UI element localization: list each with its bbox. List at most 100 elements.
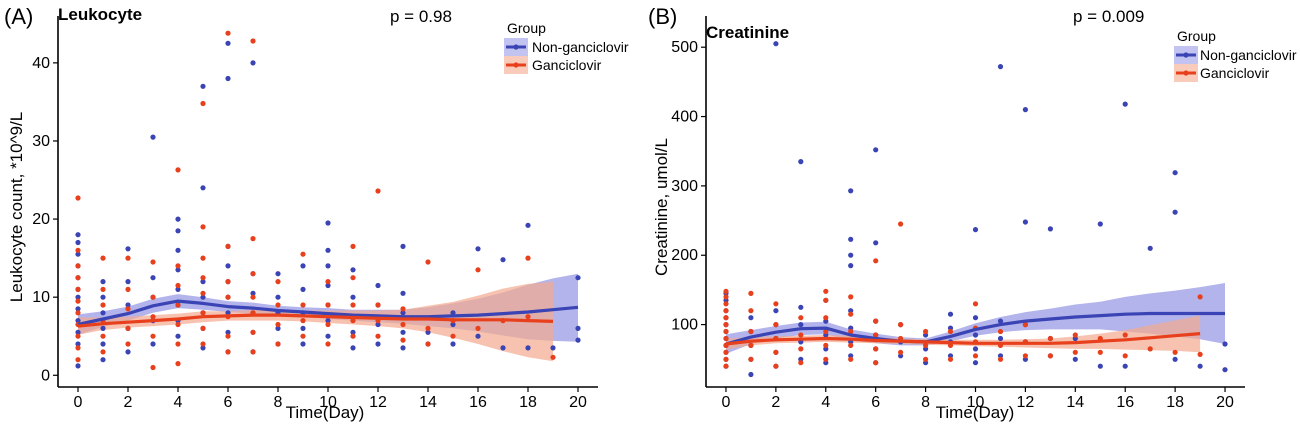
data-point-non [798, 304, 804, 310]
data-point-gan [748, 328, 754, 335]
data-point-gan [75, 275, 81, 281]
data-point-gan [125, 255, 131, 261]
data-point-non [400, 310, 406, 316]
y-tick-label: 100 [671, 317, 698, 334]
data-point-gan [225, 243, 231, 249]
data-point-non [150, 341, 156, 347]
data-point-gan [873, 258, 879, 264]
data-point-gan [275, 279, 281, 285]
data-point-gan [873, 318, 879, 324]
data-point-gan [75, 345, 81, 351]
data-point-gan [723, 356, 729, 362]
data-point-gan [200, 100, 206, 107]
data-point-gan [923, 342, 929, 348]
data-point-non [150, 134, 156, 140]
data-point-gan [150, 364, 156, 371]
data-point-non [748, 315, 754, 321]
data-point-gan [75, 247, 81, 253]
data-point-gan [798, 315, 804, 321]
data-point-gan [1122, 353, 1128, 359]
data-point-gan [75, 195, 81, 201]
data-point-gan [997, 356, 1004, 362]
x-tick-label: 14 [419, 394, 437, 411]
data-point-gan [300, 251, 306, 257]
data-point-non [848, 263, 854, 269]
data-point-gan [75, 263, 81, 269]
data-point-non [972, 360, 979, 366]
data-point-non [100, 325, 106, 331]
y-axis-title-leukocyte: Leukocyte count, *10^9/L [7, 112, 26, 302]
data-point-gan [350, 243, 356, 249]
legend-title: Group [1177, 28, 1216, 44]
data-point-non [798, 322, 804, 328]
data-point-non [773, 308, 779, 314]
data-point-gan [250, 349, 256, 355]
x-tick-label: 12 [369, 394, 387, 411]
data-point-non [225, 310, 231, 316]
x-tick-label: 2 [771, 394, 780, 411]
data-point-non [300, 286, 306, 292]
data-point-non [75, 294, 81, 300]
data-point-gan [723, 294, 729, 300]
data-point-non [400, 345, 406, 351]
data-point-gan [225, 294, 231, 300]
data-point-gan [200, 341, 206, 347]
data-point-gan [325, 302, 331, 308]
legend-key-point-non-ganciclovir [513, 44, 519, 50]
smooth-fit-line-non [725, 311, 1225, 346]
data-point-non [1122, 101, 1128, 107]
data-point-non [125, 302, 131, 308]
panel-title-creatinine: Creatinine [706, 23, 789, 42]
p-value-leukocyte: p = 0.98 [390, 7, 452, 26]
x-tick-label: 8 [274, 394, 283, 411]
data-point-gan [200, 224, 206, 230]
x-tick-label: 16 [469, 394, 487, 411]
data-point-non [200, 294, 206, 300]
x-tick-label: 4 [821, 394, 830, 411]
x-tick-label: 0 [722, 394, 731, 411]
data-point-gan [450, 333, 456, 339]
data-point-gan [275, 341, 281, 347]
data-point-non [848, 188, 854, 194]
data-point-gan [748, 290, 754, 296]
data-point-gan [723, 335, 729, 342]
data-point-gan [250, 236, 256, 242]
data-point-gan [748, 308, 754, 314]
data-point-non [1222, 367, 1228, 373]
data-point-non [325, 220, 331, 226]
data-point-gan [823, 297, 829, 303]
data-point-non [848, 252, 854, 258]
data-point-gan [275, 302, 281, 308]
data-point-gan [400, 321, 406, 328]
data-point-gan [125, 306, 131, 312]
data-point-non [575, 275, 581, 281]
data-point-non [1197, 363, 1203, 369]
data-point-non [350, 329, 356, 335]
data-point-gan [175, 167, 181, 173]
data-point-gan [150, 294, 156, 300]
data-point-non [300, 341, 306, 347]
data-point-gan [898, 322, 904, 328]
y-axis-title-creatinine: Creatinine, umol/L [652, 138, 671, 276]
data-point-gan [250, 329, 256, 335]
data-point-gan [400, 337, 406, 343]
legend-label-non-ganciclovir: Non-ganciclovir [532, 39, 629, 55]
data-point-gan [947, 328, 954, 335]
data-point-gan [225, 279, 231, 285]
data-point-gan [375, 333, 381, 339]
data-point-gan [997, 328, 1004, 335]
data-point-gan [947, 356, 954, 362]
data-point-non [873, 240, 879, 246]
data-point-non [1097, 363, 1103, 369]
y-tick-label: 200 [671, 247, 698, 264]
data-point-gan [550, 354, 556, 360]
data-point-non [100, 310, 106, 316]
data-point-gan [823, 328, 829, 335]
data-point-gan [1047, 335, 1053, 342]
panel-leukocyte: (A) Leukocyte p = 0.98 Time(Day) Leukocy… [4, 4, 629, 422]
data-point-gan [200, 290, 206, 296]
data-point-gan [225, 333, 231, 339]
data-point-non [997, 335, 1004, 342]
data-point-gan [100, 255, 106, 261]
